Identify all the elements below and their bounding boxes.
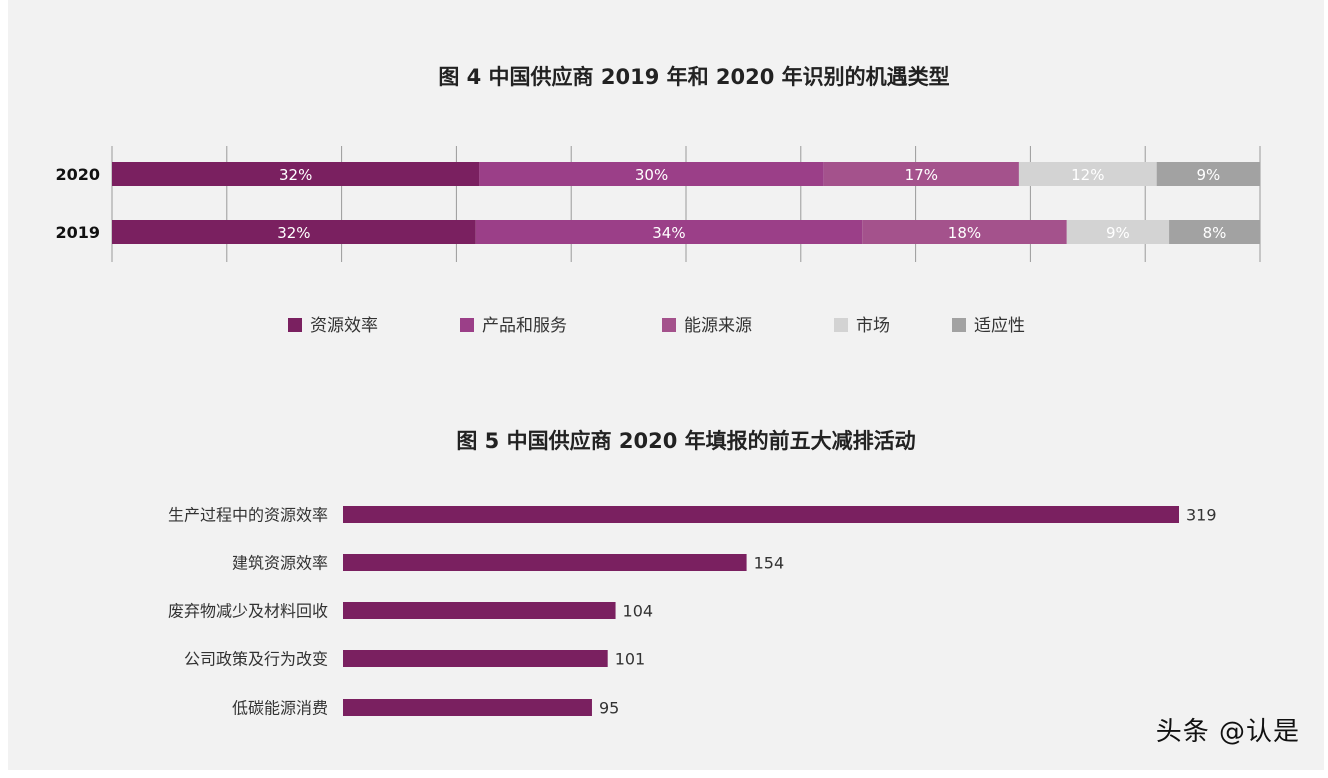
category-label: 公司政策及行为改变 xyxy=(184,650,328,669)
value-label: 154 xyxy=(754,554,785,573)
legend-swatch xyxy=(952,318,966,332)
category-label: 建筑资源效率 xyxy=(232,554,328,573)
bar-segment xyxy=(1169,220,1260,244)
data-label: 12% xyxy=(1071,166,1104,184)
legend-label: 资源效率 xyxy=(310,316,378,336)
bar xyxy=(343,554,747,571)
data-label: 8% xyxy=(1203,224,1227,242)
bar-segment xyxy=(112,220,476,244)
bar-segment xyxy=(479,162,824,186)
y-tick-label: 2020 xyxy=(55,165,100,184)
bar-segment xyxy=(112,162,480,186)
value-label: 95 xyxy=(599,699,619,718)
figure-page: 图 4 中国供应商 2019 年和 2020 年识别的机遇类型 2020 32% 30… xyxy=(8,0,1324,770)
data-label: 32% xyxy=(279,166,312,184)
legend-swatch xyxy=(662,318,676,332)
chart-title: 图 5 中国供应商 2020 年填报的前五大减排活动 xyxy=(456,429,915,453)
bar-segment xyxy=(1066,220,1170,244)
bar xyxy=(343,699,592,716)
opportunity-types-chart: 图 4 中国供应商 2019 年和 2020 年识别的机遇类型 2020 32% 30… xyxy=(55,65,1261,336)
legend-label: 产品和服务 xyxy=(482,316,567,336)
category-label: 低碳能源消费 xyxy=(232,699,328,718)
data-label: 18% xyxy=(948,224,981,242)
y-tick-label: 2019 xyxy=(55,223,100,242)
data-label: 9% xyxy=(1196,166,1220,184)
value-label: 101 xyxy=(615,650,646,669)
bar xyxy=(343,602,616,619)
bar-segment xyxy=(862,220,1067,244)
bar-segment xyxy=(475,220,863,244)
bar-segment xyxy=(1018,162,1157,186)
value-label: 104 xyxy=(623,602,654,621)
category-label: 生产过程中的资源效率 xyxy=(168,506,328,525)
bar xyxy=(343,506,1179,523)
bar-segment xyxy=(1156,162,1260,186)
legend-swatch xyxy=(288,318,302,332)
bar xyxy=(343,650,608,667)
data-label: 17% xyxy=(905,166,938,184)
bar-segment xyxy=(823,162,1019,186)
chart-title: 图 4 中国供应商 2019 年和 2020 年识别的机遇类型 xyxy=(438,65,949,89)
legend-swatch xyxy=(834,318,848,332)
data-label: 30% xyxy=(635,166,668,184)
legend-label: 市场 xyxy=(856,316,890,336)
legend-label: 适应性 xyxy=(974,316,1025,336)
data-label: 9% xyxy=(1106,224,1130,242)
legend-label: 能源来源 xyxy=(684,316,752,336)
data-label: 34% xyxy=(652,224,685,242)
category-label: 废弃物减少及材料回收 xyxy=(168,602,328,621)
watermark: 头条 @认是 xyxy=(1155,717,1300,747)
value-label: 319 xyxy=(1186,506,1217,525)
data-label: 32% xyxy=(277,224,310,242)
legend-swatch xyxy=(460,318,474,332)
